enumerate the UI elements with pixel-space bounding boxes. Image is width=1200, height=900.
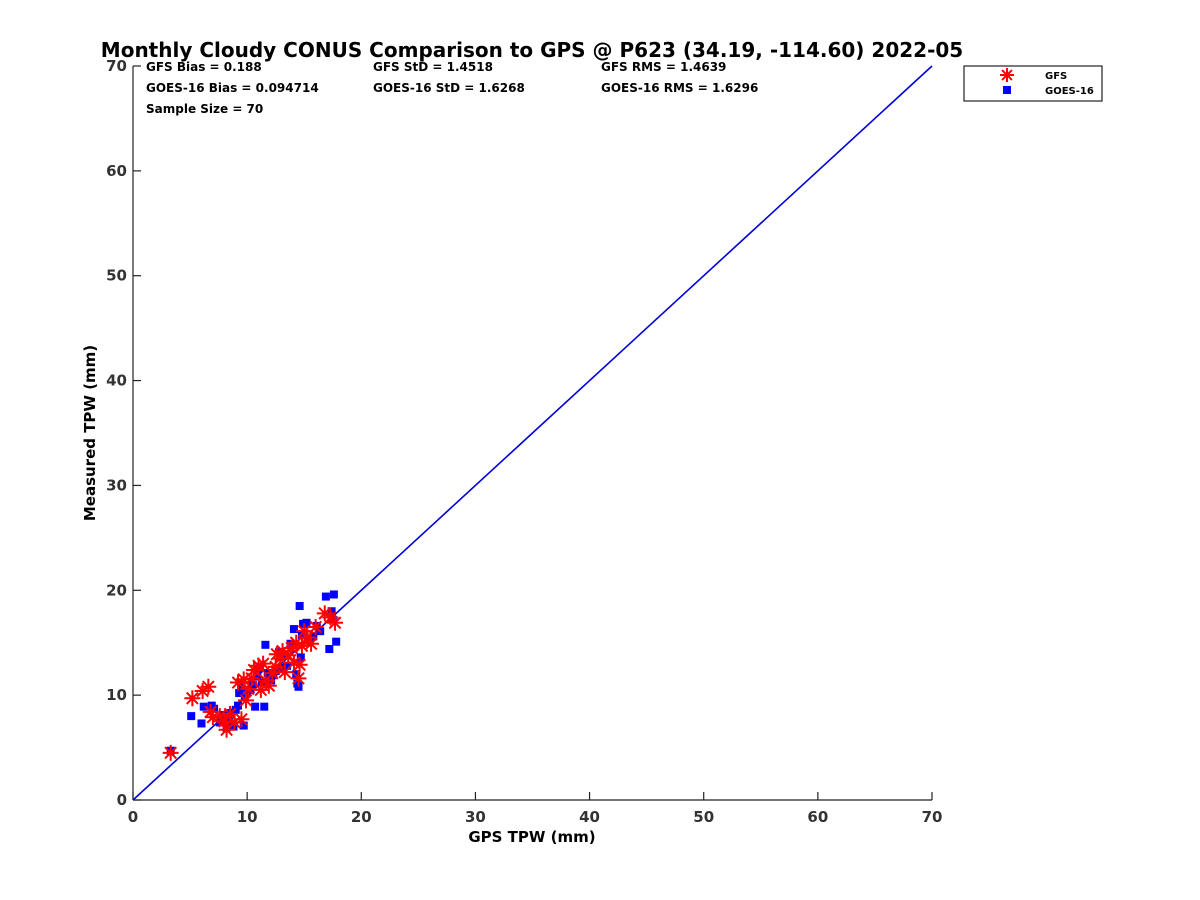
gfs-point [260, 677, 277, 694]
x-tick-label: 40 [579, 808, 600, 826]
goes16-point [302, 618, 311, 627]
goes16-point [329, 590, 338, 599]
legend: GFS GOES-16 [963, 65, 1103, 102]
x-tick-label: 60 [807, 808, 828, 826]
goes16-point [295, 602, 304, 611]
y-tick-label: 30 [106, 476, 127, 494]
goes16-point [309, 632, 318, 641]
goes16-point [260, 702, 269, 711]
legend-goes-label: GOES-16 [1045, 86, 1094, 97]
x-tick-label: 50 [693, 808, 714, 826]
gfs-point [291, 656, 308, 673]
goes-std-text: GOES-16 StD = 1.6268 [373, 81, 525, 95]
gfs-point [327, 614, 344, 631]
goes16-point [253, 672, 262, 681]
goes16-point [235, 689, 244, 698]
x-tick-label: 10 [237, 808, 258, 826]
goes16-point [219, 711, 228, 720]
goes16-point [325, 645, 334, 654]
y-tick-label: 70 [106, 57, 127, 75]
goes16-point [297, 631, 306, 640]
y-tick-label: 10 [106, 686, 127, 704]
x-tick-label: 70 [922, 808, 943, 826]
gfs-point [303, 635, 320, 652]
y-axis-label: Measured TPW (mm) [81, 345, 99, 521]
legend-gfs-label: GFS [1045, 71, 1067, 82]
goes-rms-text: GOES-16 RMS = 1.6296 [601, 81, 758, 95]
goes16-point [292, 670, 301, 679]
goes16-point [187, 712, 196, 721]
goes16-point [283, 661, 292, 670]
goes16-point [199, 702, 208, 711]
gfs-point [307, 618, 324, 635]
goes16-point [234, 701, 243, 710]
legend-gfs-asterisk [1000, 68, 1014, 82]
gfs-point [293, 637, 310, 654]
goes16-point [239, 721, 248, 730]
x-tick-label: 20 [351, 808, 372, 826]
goes16-point [240, 693, 249, 702]
x-tick-label: 30 [465, 808, 486, 826]
sample-size-text: Sample Size = 70 [146, 102, 263, 116]
y-tick-label: 40 [106, 372, 127, 390]
goes-bias-text: GOES-16 Bias = 0.094714 [146, 81, 319, 95]
stats-box: GFS Bias = 0.188 GFS StD = 1.4518 GFS RM… [146, 60, 758, 116]
gfs-rms-text: GFS RMS = 1.4639 [601, 60, 726, 74]
goes16-point [286, 639, 295, 648]
gfs-std-text: GFS StD = 1.4518 [373, 60, 493, 74]
goes16-point [251, 702, 260, 711]
goes16-point [332, 637, 341, 646]
plot-area [132, 65, 933, 801]
goes16-point [327, 607, 336, 616]
chart-title: Monthly Cloudy CONUS Comparison to GPS @… [101, 38, 963, 62]
axes [132, 66, 932, 801]
y-tick-label: 20 [106, 581, 127, 599]
ticks: 0 10 20 30 40 50 60 70 0 10 20 30 40 50 60 70 [106, 57, 942, 826]
legend-goes-marker [1003, 86, 1011, 94]
x-axis-label: GPS TPW (mm) [468, 828, 595, 846]
legend-gfs-marker [1000, 68, 1014, 82]
gfs-bias-text: GFS Bias = 0.188 [146, 60, 262, 74]
y-tick-label: 50 [106, 267, 127, 285]
goes16-point [296, 653, 305, 662]
y-tick-label: 0 [117, 791, 127, 809]
gfs-point [238, 692, 255, 709]
gfs-point [162, 744, 179, 761]
gfs-point [200, 678, 217, 695]
goes16-point [231, 705, 240, 714]
goes16-point [224, 715, 233, 724]
goes16-point [197, 719, 206, 728]
goes16-point [261, 640, 270, 649]
goes16-point [289, 625, 298, 634]
gfs-point [240, 680, 257, 697]
y-tick-label: 60 [106, 162, 127, 180]
gfs-point [233, 711, 250, 728]
gfs-point [290, 670, 307, 687]
goes16-point [229, 722, 238, 731]
legend-box [963, 65, 1103, 102]
gfs-point [184, 690, 201, 707]
goes16-point [294, 682, 303, 691]
goes16-point [321, 592, 330, 601]
x-tick-label: 0 [128, 808, 138, 826]
